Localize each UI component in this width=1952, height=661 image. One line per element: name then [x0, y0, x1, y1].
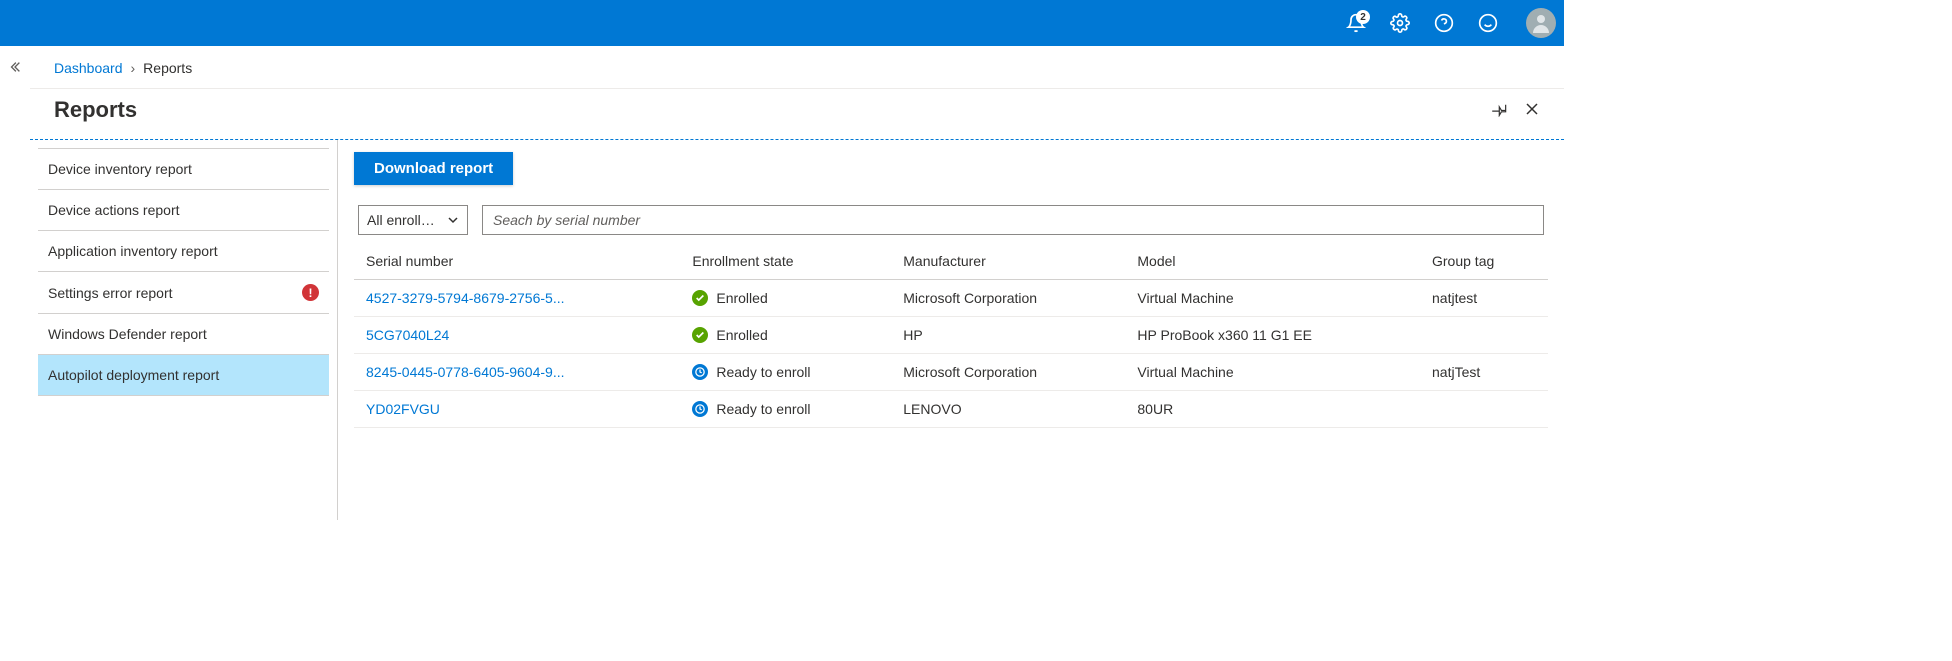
model-cell: Virtual Machine	[1125, 280, 1420, 317]
enrollment-state: Enrolled	[680, 317, 891, 354]
blade-header: Reports	[30, 89, 1564, 140]
serial-link[interactable]: 8245-0445-0778-6405-9604-9...	[354, 354, 680, 391]
status-text: Enrolled	[716, 290, 767, 306]
avatar[interactable]	[1526, 8, 1556, 38]
status-text: Ready to enroll	[716, 364, 810, 380]
blade-body: Device inventory report Device actions re…	[30, 140, 1564, 520]
sidebar-item-label: Windows Defender report	[48, 326, 207, 342]
sidebar-item-label: Application inventory report	[48, 243, 218, 259]
settings-icon[interactable]	[1384, 7, 1416, 39]
column-header[interactable]: Enrollment state	[680, 243, 891, 280]
enrollment-state: Ready to enroll	[680, 391, 891, 428]
sidebar-item-label: Device actions report	[48, 202, 180, 218]
model-cell: 80UR	[1125, 391, 1420, 428]
clock-icon	[692, 364, 708, 380]
sidebar: Device inventory report Device actions re…	[30, 140, 338, 520]
sidebar-item[interactable]: Device inventory report	[38, 148, 329, 189]
help-icon[interactable]	[1428, 7, 1460, 39]
group_tag-cell: natjtest	[1420, 280, 1548, 317]
search-input[interactable]	[482, 205, 1544, 235]
sidebar-item[interactable]: Device actions report	[38, 189, 329, 230]
sidebar-item[interactable]: Autopilot deployment report	[38, 354, 329, 396]
check-icon	[692, 290, 708, 306]
error-icon: !	[302, 284, 319, 301]
serial-link[interactable]: 5CG7040L24	[354, 317, 680, 354]
table-row: 5CG7040L24 Enrolled HPHP ProBook x360 11 G…	[354, 317, 1548, 354]
breadcrumb-root[interactable]: Dashboard	[54, 60, 123, 76]
topbar: 2	[0, 0, 1564, 46]
enrollment-state: Enrolled	[680, 280, 891, 317]
status-text: Enrolled	[716, 327, 767, 343]
sidebar-item[interactable]: Settings error report!	[38, 271, 329, 313]
feedback-icon[interactable]	[1472, 7, 1504, 39]
group_tag-cell	[1420, 391, 1548, 428]
manufacturer-cell: LENOVO	[891, 391, 1125, 428]
model-cell: HP ProBook x360 11 G1 EE	[1125, 317, 1420, 354]
status-text: Ready to enroll	[716, 401, 810, 417]
pin-icon[interactable]	[1492, 101, 1508, 120]
column-header[interactable]: Manufacturer	[891, 243, 1125, 280]
clock-icon	[692, 401, 708, 417]
enrollment-filter-dropdown[interactable]: All enrollm...	[358, 205, 468, 235]
collapse-toggle[interactable]	[0, 46, 30, 520]
table-row: 4527-3279-5794-8679-2756-5... Enrolled Mic…	[354, 280, 1548, 317]
group_tag-cell: natjTest	[1420, 354, 1548, 391]
blade-actions	[1492, 101, 1540, 120]
manufacturer-cell: Microsoft Corporation	[891, 354, 1125, 391]
chevron-down-icon	[447, 214, 459, 226]
table-row: 8245-0445-0778-6405-9604-9... Ready to en…	[354, 354, 1548, 391]
chevron-right-icon: ›	[131, 60, 136, 76]
table-row: YD02FVGU Ready to enroll LENOVO80UR	[354, 391, 1548, 428]
notifications-icon[interactable]: 2	[1340, 7, 1372, 39]
breadcrumb-current: Reports	[143, 60, 192, 76]
check-icon	[692, 327, 708, 343]
sidebar-item-label: Device inventory report	[48, 161, 192, 177]
column-header[interactable]: Model	[1125, 243, 1420, 280]
notification-count: 2	[1356, 10, 1370, 24]
sidebar-item[interactable]: Windows Defender report	[38, 313, 329, 354]
model-cell: Virtual Machine	[1125, 354, 1420, 391]
report-table: Serial numberEnrollment stateManufacture…	[354, 243, 1548, 428]
download-report-button[interactable]: Download report	[354, 152, 513, 185]
column-header[interactable]: Serial number	[354, 243, 680, 280]
column-header[interactable]: Group tag	[1420, 243, 1548, 280]
sidebar-item-label: Settings error report	[48, 285, 173, 301]
filter-row: All enrollm...	[354, 205, 1548, 235]
serial-link[interactable]: 4527-3279-5794-8679-2756-5...	[354, 280, 680, 317]
main-column: Dashboard › Reports Reports Device inven…	[30, 46, 1564, 520]
dropdown-label: All enrollm...	[367, 212, 443, 228]
breadcrumb: Dashboard › Reports	[30, 46, 1564, 89]
manufacturer-cell: Microsoft Corporation	[891, 280, 1125, 317]
group_tag-cell	[1420, 317, 1548, 354]
enrollment-state: Ready to enroll	[680, 354, 891, 391]
content-wrap: Dashboard › Reports Reports Device inven…	[0, 46, 1564, 520]
sidebar-item[interactable]: Application inventory report	[38, 230, 329, 271]
close-icon[interactable]	[1524, 101, 1540, 120]
detail-pane: Download report All enrollm... Serial nu…	[338, 140, 1564, 520]
sidebar-item-label: Autopilot deployment report	[48, 367, 219, 383]
page-title: Reports	[54, 97, 137, 123]
manufacturer-cell: HP	[891, 317, 1125, 354]
serial-link[interactable]: YD02FVGU	[354, 391, 680, 428]
